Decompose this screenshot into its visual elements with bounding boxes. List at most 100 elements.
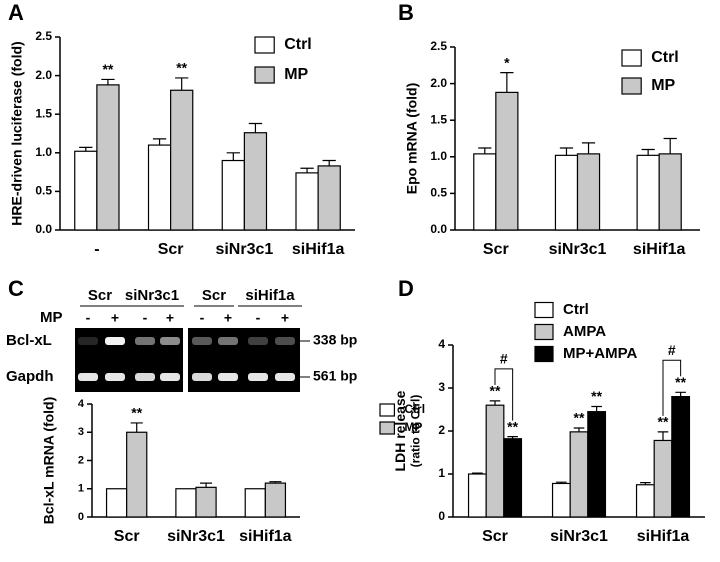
bar [671,396,691,518]
bracket-label: # [668,342,676,358]
bar [244,488,266,518]
lane-group-label: Scr [202,287,226,304]
error-bar [640,482,651,485]
treatment-mark: + [111,310,119,326]
bar [551,482,571,518]
x-tick-label: siHif1a [637,528,690,545]
bar [658,153,682,231]
bar [554,154,579,231]
x-tick-label: siNr3c1 [215,241,273,258]
legend-label: MP [651,77,675,94]
gel-band [78,373,98,381]
significance: ** [658,414,669,430]
bar [96,84,120,231]
error-bar [101,78,115,85]
error-bar [559,147,574,156]
panel-label: D [398,276,414,301]
panel-label: A [8,0,24,25]
y-tick-label: 2.5 [35,29,52,43]
legend-label: MP [284,66,308,83]
bracket [662,359,682,416]
row-label: Gapdh [6,368,54,385]
x-tick-label: Scr [482,528,508,545]
significance: ** [507,418,518,434]
gel-band [105,337,125,345]
legend-swatch [621,49,642,67]
bar [126,431,148,518]
bracket [494,368,514,421]
x-tick-label: siHif1a [633,241,686,258]
panel-label: C [8,276,24,301]
bar [195,486,217,518]
panel-label: B [398,0,414,25]
bar [175,488,197,518]
significance: ** [490,383,501,399]
error-bar [322,159,336,166]
significance: ** [591,388,602,404]
bar [503,438,523,518]
bar [147,144,172,231]
y-tick-label: 0.0 [430,222,447,236]
y-tick-label: 0.0 [35,222,52,236]
significance: ** [574,410,585,426]
legend-label: Ctrl [563,301,589,318]
y-tick-label: 0 [78,511,84,523]
error-bar [500,72,514,93]
bar [635,484,655,518]
error-bar [248,122,263,133]
y-tick-label: 0.5 [35,184,52,198]
error-bar [200,482,213,488]
error-bar [300,167,314,173]
row-label: Bcl-xL [6,332,52,349]
y-tick-label: 1 [438,466,445,480]
bar [653,439,673,518]
x-tick-label: - [94,241,99,258]
treatment-mark: - [86,310,91,326]
gel-band [248,373,268,381]
x-tick-label: siNr3c1 [550,528,608,545]
error-bar [478,147,492,154]
error-bar [675,391,686,397]
legend-label: Ctrl [651,49,679,66]
lane-group-label: Scr [88,287,112,304]
x-tick-label: Scr [114,528,140,545]
error-bar [152,138,167,146]
bar [170,89,194,231]
legend-swatch [534,323,554,341]
gel-band [135,373,155,381]
y-tick-label: 2.5 [430,39,447,53]
error-bar [641,148,655,156]
y-tick-label: 1.0 [430,149,447,163]
y-axis-label: (ratio to Ctrl) [409,395,423,468]
legend-swatch [379,403,395,417]
y-axis-label: Epo mRNA (fold) [404,83,420,194]
band-size: 338 bp [313,332,357,348]
bar [495,91,519,231]
lane-group-label: siNr3c1 [125,287,179,304]
gel-block [188,328,300,392]
gel-band [275,373,295,381]
legend-swatch [254,66,275,84]
y-tick-label: 4 [78,398,85,410]
error-bar [507,435,518,439]
y-tick-label: 1.5 [430,112,447,126]
treatment-label: MP [40,309,63,326]
y-tick-label: 4 [438,337,445,351]
gel-band [160,337,180,345]
gel-band [160,373,180,381]
error-bar [130,422,143,433]
treatment-mark: - [256,310,261,326]
significance: * [504,54,510,70]
x-tick-label: siNr3c1 [549,241,607,258]
bar [587,411,607,518]
y-tick-label: 0 [438,509,445,523]
gel-band [192,337,212,345]
y-tick-label: 1.5 [35,106,52,120]
x-tick-label: Scr [483,241,509,258]
error-bar [175,77,189,91]
bar [485,404,505,518]
error-bar [269,481,282,484]
significance: ** [131,405,142,421]
legend-label: MP [404,420,422,434]
